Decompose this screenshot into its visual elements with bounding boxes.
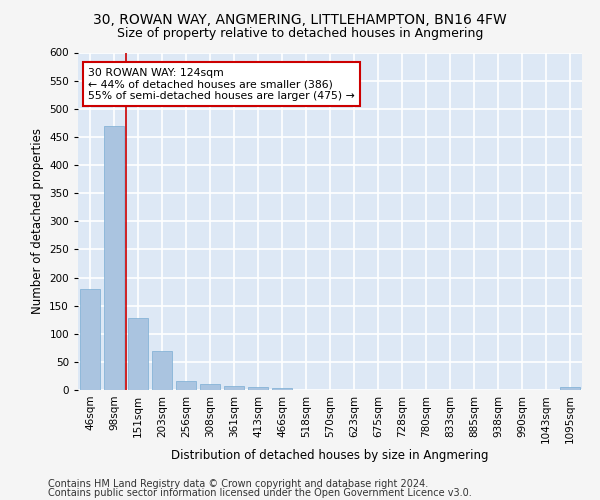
Bar (104, 126, 124, 390)
Bar (152, 350, 172, 390)
Text: Contains HM Land Registry data © Crown copyright and database right 2024.: Contains HM Land Registry data © Crown c… (48, 479, 428, 489)
Text: 30, ROWAN WAY, ANGMERING, LITTLEHAMPTON, BN16 4FW: 30, ROWAN WAY, ANGMERING, LITTLEHAMPTON,… (93, 12, 507, 26)
X-axis label: Distribution of detached houses by size in Angmering: Distribution of detached houses by size … (171, 449, 489, 462)
Text: 30 ROWAN WAY: 124sqm
← 44% of detached houses are smaller (386)
55% of semi-deta: 30 ROWAN WAY: 124sqm ← 44% of detached h… (88, 68, 355, 101)
Y-axis label: Number of detached properties: Number of detached properties (31, 128, 44, 314)
Bar (224, 386, 244, 390)
Bar (248, 387, 268, 390)
Bar (128, 318, 148, 390)
Text: Size of property relative to detached houses in Angmering: Size of property relative to detached ho… (117, 28, 483, 40)
Bar (560, 387, 580, 390)
Bar (272, 388, 292, 390)
Bar (200, 384, 220, 390)
Bar (176, 381, 196, 390)
Text: Contains public sector information licensed under the Open Government Licence v3: Contains public sector information licen… (48, 488, 472, 498)
Bar (80, 289, 100, 390)
